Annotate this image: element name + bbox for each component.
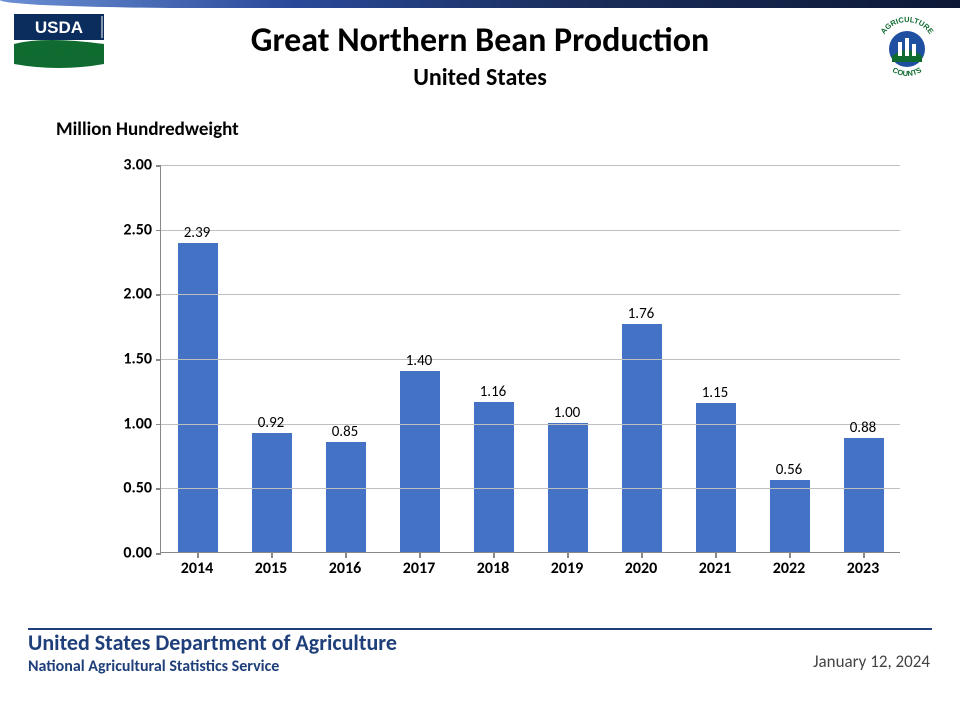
chart-subtitle: United States bbox=[0, 63, 960, 92]
x-tick-mark bbox=[419, 553, 421, 558]
bar-value-label: 1.76 bbox=[601, 305, 681, 323]
y-tick-label: 0.00 bbox=[102, 544, 152, 563]
gridline bbox=[161, 359, 900, 360]
bar bbox=[696, 403, 737, 552]
footer-org-line1: United States Department of Agriculture bbox=[28, 629, 397, 656]
bar-value-label: 0.88 bbox=[823, 419, 903, 437]
gridline bbox=[161, 294, 900, 295]
y-tick-label: 3.00 bbox=[102, 156, 152, 175]
bar-value-label: 1.16 bbox=[453, 383, 533, 401]
footer-date: January 12, 2024 bbox=[813, 651, 930, 672]
x-tick-label: 2017 bbox=[379, 559, 459, 578]
x-tick-mark bbox=[789, 553, 791, 558]
bar bbox=[548, 423, 589, 552]
y-tick-mark bbox=[156, 488, 161, 490]
bar-value-label: 2.39 bbox=[157, 224, 237, 242]
y-tick-mark bbox=[156, 424, 161, 426]
y-axis-title: Million Hundredweight bbox=[56, 118, 239, 141]
x-tick-mark bbox=[493, 553, 495, 558]
chart-title-block: Great Northern Bean Production United St… bbox=[0, 20, 960, 92]
x-tick-mark bbox=[345, 553, 347, 558]
bar-value-label: 0.56 bbox=[749, 461, 829, 479]
x-tick-mark bbox=[271, 553, 273, 558]
gridline bbox=[161, 230, 900, 231]
y-tick-label: 0.50 bbox=[102, 479, 152, 498]
x-tick-label: 2014 bbox=[157, 559, 237, 578]
x-tick-label: 2018 bbox=[453, 559, 533, 578]
bar-value-label: 0.85 bbox=[305, 423, 385, 441]
gridline bbox=[161, 165, 900, 166]
x-tick-mark bbox=[641, 553, 643, 558]
x-tick-label: 2019 bbox=[527, 559, 607, 578]
x-tick-mark bbox=[197, 553, 199, 558]
footer-org-line2: National Agricultural Statistics Service bbox=[28, 657, 397, 676]
bar bbox=[400, 371, 441, 552]
bar bbox=[770, 480, 811, 552]
y-tick-mark bbox=[156, 359, 161, 361]
x-tick-label: 2021 bbox=[675, 559, 755, 578]
x-tick-label: 2020 bbox=[601, 559, 681, 578]
y-tick-label: 2.50 bbox=[102, 220, 152, 239]
x-tick-mark bbox=[863, 553, 865, 558]
bar-value-label: 1.00 bbox=[527, 404, 607, 422]
x-tick-mark bbox=[567, 553, 569, 558]
y-tick-label: 1.00 bbox=[102, 414, 152, 433]
gridline bbox=[161, 488, 900, 489]
y-tick-label: 1.50 bbox=[102, 350, 152, 369]
chart-title: Great Northern Bean Production bbox=[0, 20, 960, 61]
y-tick-label: 2.00 bbox=[102, 285, 152, 304]
x-tick-label: 2023 bbox=[823, 559, 903, 578]
x-tick-label: 2015 bbox=[231, 559, 311, 578]
bar bbox=[326, 442, 367, 552]
bar-value-label: 1.40 bbox=[379, 352, 459, 370]
y-tick-mark bbox=[156, 294, 161, 296]
y-tick-mark bbox=[156, 165, 161, 167]
x-tick-label: 2022 bbox=[749, 559, 829, 578]
bar bbox=[844, 438, 885, 552]
bar-value-label: 0.92 bbox=[231, 414, 311, 432]
x-tick-label: 2016 bbox=[305, 559, 385, 578]
y-tick-mark bbox=[156, 553, 161, 555]
x-tick-mark bbox=[715, 553, 717, 558]
bar-chart: 0.00 0.50 1.00 1.50 2.00 2.50 3.00 2.39 2014 0.92… bbox=[100, 155, 900, 595]
plot-area bbox=[160, 165, 900, 553]
bar bbox=[252, 433, 293, 552]
footer-org: United States Department of Agriculture … bbox=[28, 629, 397, 676]
bar-value-label: 1.15 bbox=[675, 384, 755, 402]
bar bbox=[178, 243, 219, 552]
top-stripe bbox=[0, 0, 960, 8]
